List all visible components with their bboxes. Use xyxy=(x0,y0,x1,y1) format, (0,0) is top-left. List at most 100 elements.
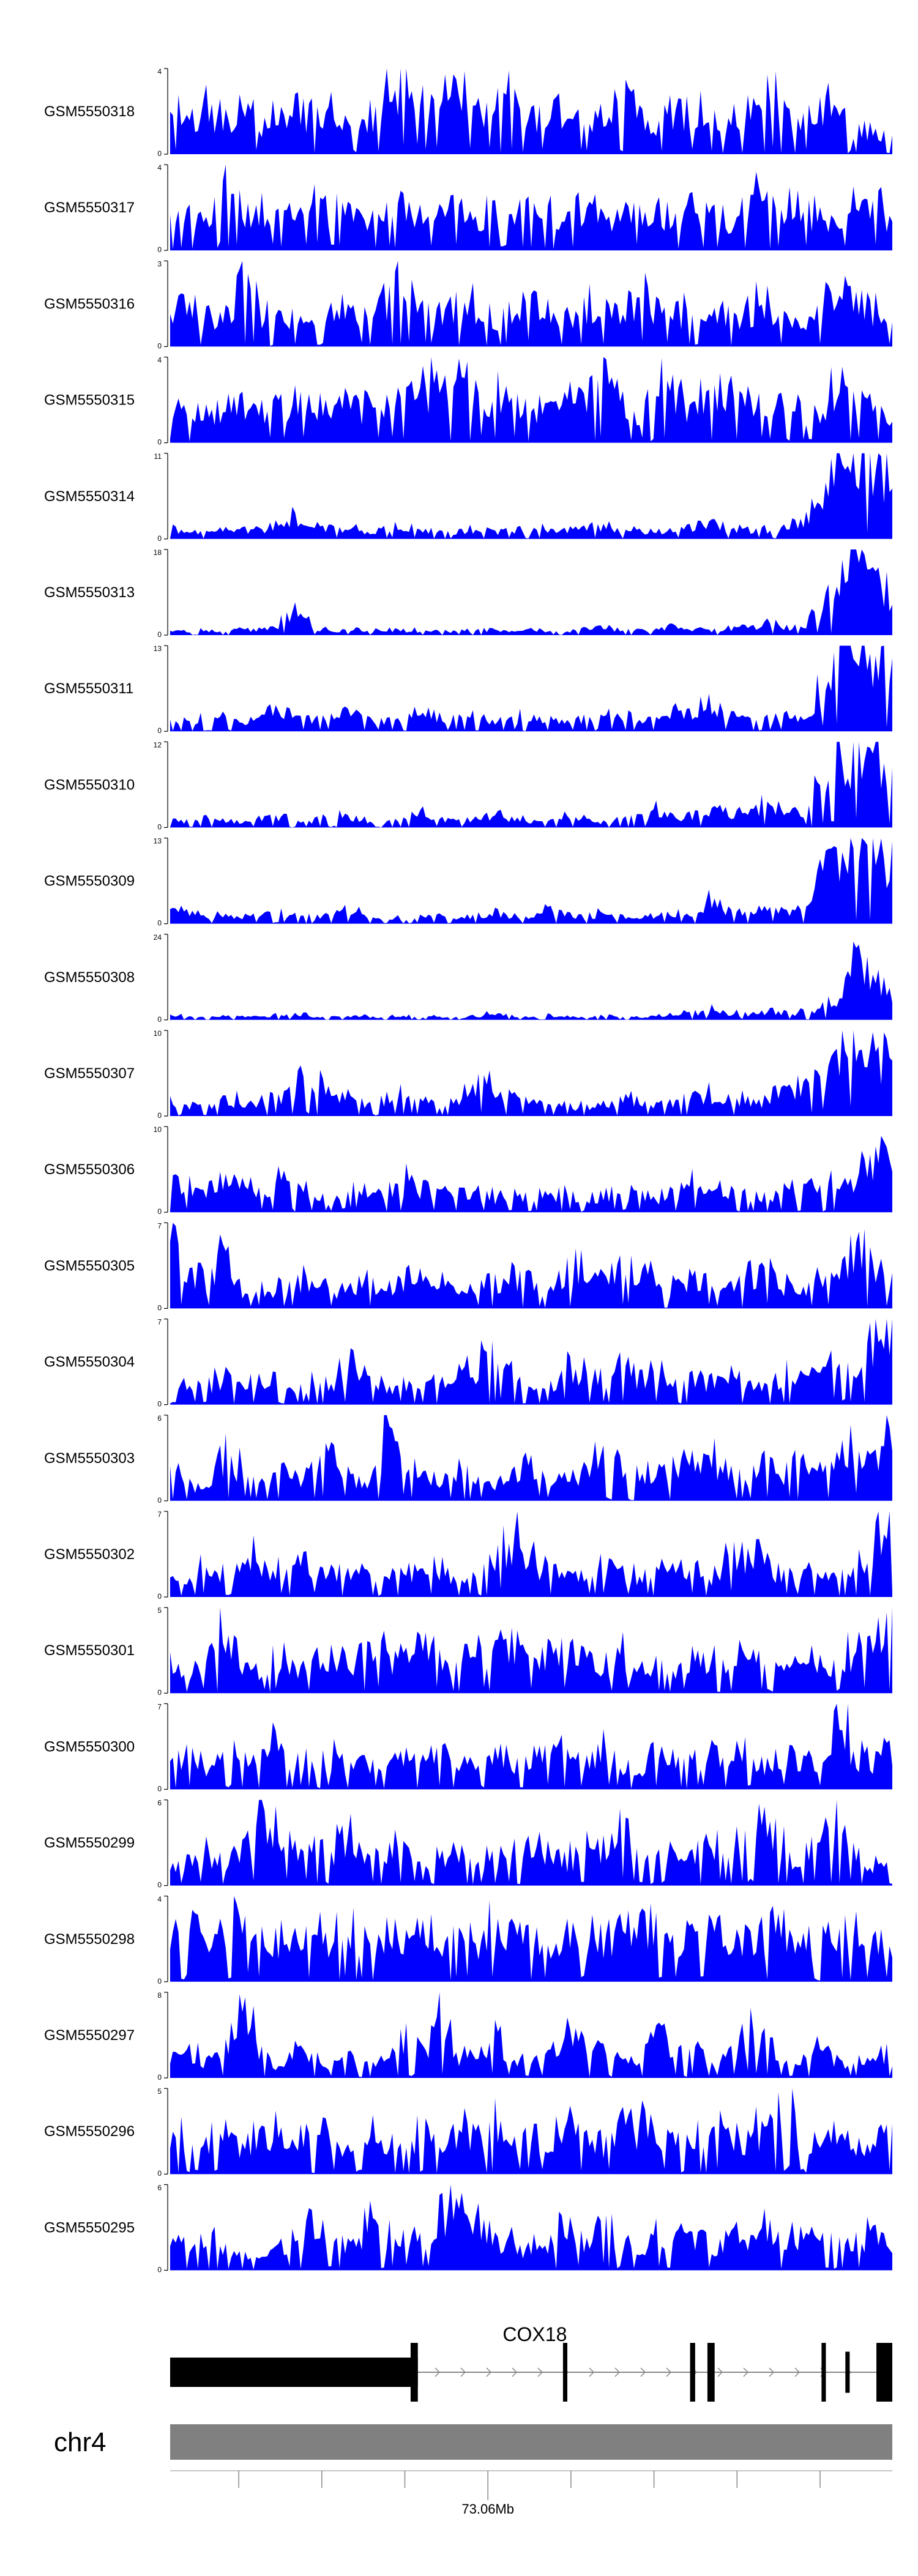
exon xyxy=(707,2343,715,2402)
y-max-label: 3 xyxy=(157,259,162,268)
track-label: GSM5550313 xyxy=(44,584,135,601)
ideogram-tick-label: 73.06Mb xyxy=(461,2501,514,2517)
coverage-area xyxy=(170,1319,892,1405)
y-max-label: 10 xyxy=(154,1029,162,1038)
y-max-label: 10 xyxy=(154,1125,162,1134)
gene-model-track: COX18 xyxy=(170,2323,892,2402)
coverage-track: GSM5550298 4 0 xyxy=(44,1895,892,1986)
coverage-area xyxy=(170,1136,892,1213)
coverage-track: GSM5550315 4 0 xyxy=(44,356,892,447)
track-label: GSM5550298 xyxy=(44,1931,135,1948)
coverage-track: GSM5550308 24 0 xyxy=(44,933,892,1024)
coverage-track: GSM5550305 7 0 xyxy=(44,1221,892,1312)
coverage-area xyxy=(170,549,892,635)
track-label: GSM5550318 xyxy=(44,103,135,120)
y-min-label: 0 xyxy=(157,1207,162,1216)
track-label: GSM5550297 xyxy=(44,2027,135,2044)
y-min-label: 0 xyxy=(157,1881,162,1889)
chromosome-label: chr4 xyxy=(54,2427,106,2457)
coverage-area xyxy=(170,2184,892,2271)
track-label: GSM5550306 xyxy=(44,1161,135,1178)
exon xyxy=(690,2343,695,2402)
coverage-track: GSM5550302 7 0 xyxy=(44,1510,892,1601)
y-max-label: 4 xyxy=(157,67,162,76)
coverage-track: GSM5550316 3 0 xyxy=(44,259,892,350)
track-label: GSM5550311 xyxy=(44,680,133,697)
strand-arrow xyxy=(486,2367,492,2377)
y-max-label: 4 xyxy=(157,1895,162,1904)
y-min-label: 0 xyxy=(157,534,162,543)
coverage-area xyxy=(170,838,892,924)
track-label: GSM5550314 xyxy=(44,488,135,505)
track-label: GSM5550310 xyxy=(44,776,135,793)
y-min-label: 0 xyxy=(157,341,162,350)
track-label: GSM5550300 xyxy=(44,1738,135,1755)
y-min-label: 0 xyxy=(157,1784,162,1793)
coverage-area xyxy=(170,453,892,539)
coverage-track: GSM5550299 6 0 xyxy=(44,1799,892,1889)
y-max-label: 6 xyxy=(157,2183,162,2192)
strand-arrow xyxy=(640,2367,646,2377)
exon xyxy=(410,2343,418,2402)
track-label: GSM5550296 xyxy=(44,2123,135,2140)
y-min-label: 0 xyxy=(157,2073,162,2082)
y-max-label: 11 xyxy=(154,452,162,461)
y-min-label: 0 xyxy=(157,1496,162,1505)
y-max-label: 13 xyxy=(154,837,162,846)
coverage-track: GSM5550300 7 0 xyxy=(44,1702,892,1793)
y-min-label: 0 xyxy=(157,1592,162,1601)
y-min-label: 0 xyxy=(157,1111,162,1120)
chromosome-band xyxy=(170,2424,892,2460)
coverage-area xyxy=(170,1607,892,1694)
coverage-area xyxy=(170,1030,892,1116)
track-label: GSM5550307 xyxy=(44,1065,135,1082)
coverage-track: GSM5550310 12 0 xyxy=(44,740,892,831)
y-min-label: 0 xyxy=(157,245,162,254)
coverage-area xyxy=(170,261,892,347)
y-min-label: 0 xyxy=(157,919,162,928)
y-max-label: 6 xyxy=(157,1799,162,1807)
y-max-label: 4 xyxy=(157,356,162,365)
coverage-area xyxy=(170,1511,892,1597)
coverage-area xyxy=(170,1415,892,1501)
coverage-track: GSM5550318 4 0 xyxy=(44,67,892,158)
strand-arrow xyxy=(512,2367,518,2377)
track-label: GSM5550309 xyxy=(44,873,135,890)
exon xyxy=(170,2358,418,2387)
y-min-label: 0 xyxy=(157,630,162,639)
coverage-area xyxy=(170,1703,892,1790)
y-min-label: 0 xyxy=(157,2169,162,2178)
track-label: GSM5550304 xyxy=(44,1354,135,1371)
y-max-label: 18 xyxy=(154,548,162,557)
track-label: GSM5550301 xyxy=(44,1642,135,1659)
coverage-track: GSM5550301 5 0 xyxy=(44,1606,892,1697)
coverage-track: GSM5550295 6 0 xyxy=(44,2183,892,2274)
exon xyxy=(562,2343,567,2402)
y-min-label: 0 xyxy=(157,1400,162,1409)
coverage-track: GSM5550307 10 0 xyxy=(44,1029,892,1120)
coverage-track: GSM5550309 13 0 xyxy=(44,837,892,928)
gene-name-label: COX18 xyxy=(502,2323,567,2345)
track-label: GSM5550308 xyxy=(44,969,135,986)
track-label: GSM5550315 xyxy=(44,392,135,409)
y-max-label: 4 xyxy=(157,163,162,172)
track-label: GSM5550303 xyxy=(44,1450,135,1467)
y-max-label: 7 xyxy=(157,1318,162,1327)
coverage-track: GSM5550303 6 0 xyxy=(44,1414,892,1505)
coverage-track: GSM5550313 18 0 xyxy=(44,548,892,639)
coverage-area xyxy=(170,1896,892,1982)
coverage-area xyxy=(170,2088,892,2175)
coverage-area xyxy=(170,357,892,443)
coverage-area xyxy=(170,69,892,154)
track-label: GSM5550316 xyxy=(44,296,135,312)
chromosome-ideogram-track: chr4 73.06Mb xyxy=(54,2424,892,2517)
y-max-label: 6 xyxy=(157,1414,162,1423)
strand-arrow xyxy=(589,2367,595,2377)
coverage-track: GSM5550297 8 0 xyxy=(44,1991,892,2082)
track-label: GSM5550295 xyxy=(44,2219,135,2236)
track-label: GSM5550305 xyxy=(44,1257,135,1274)
coverage-area xyxy=(170,941,892,1020)
y-min-label: 0 xyxy=(157,822,162,831)
strand-arrow xyxy=(666,2367,672,2377)
